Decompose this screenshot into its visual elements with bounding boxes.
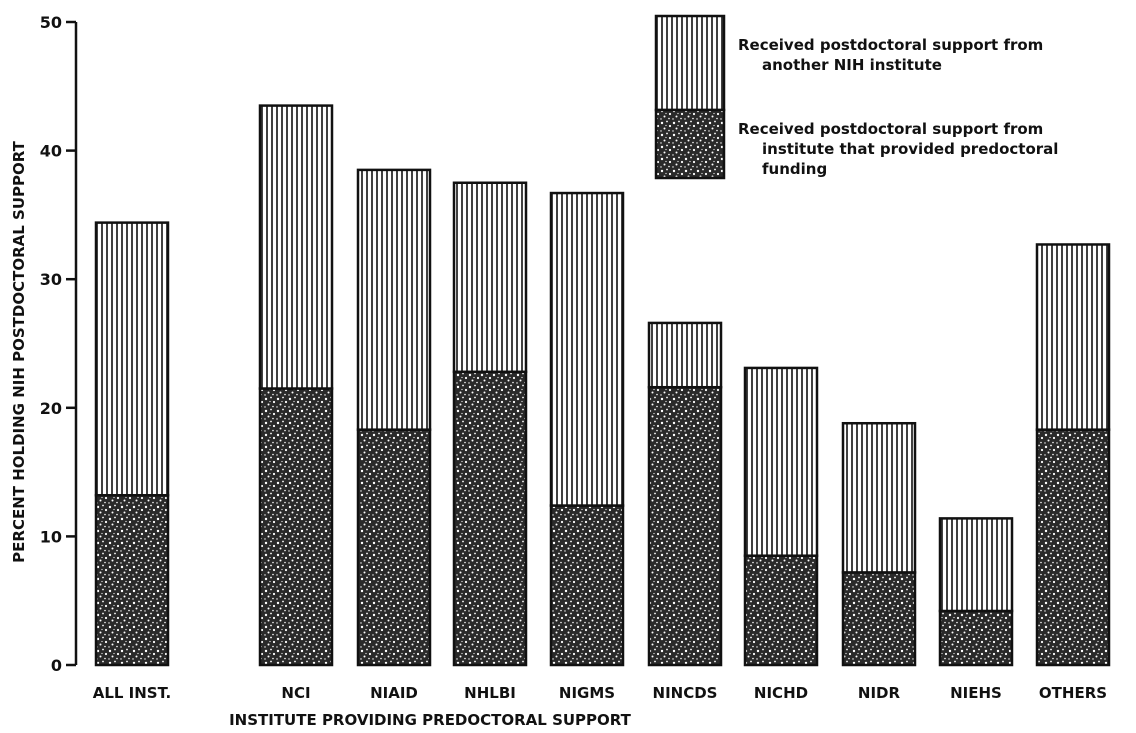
bar-segment-other-institute [841, 421, 917, 574]
legend-label-line: another NIH institute [762, 56, 942, 74]
y-tick-label: 20 [40, 399, 62, 418]
legend-swatch-same-institute [654, 108, 726, 180]
y-tick-label: 50 [40, 13, 62, 32]
bar-segment-other-institute [1035, 243, 1111, 431]
category-label: NIEHS [950, 684, 1002, 702]
category-label: OTHERS [1039, 684, 1107, 702]
bar-segment-other-institute [743, 366, 819, 557]
bar-segment-same-institute [452, 370, 528, 667]
bar-segment-other-institute [549, 191, 625, 507]
bar-segment-other-institute [94, 221, 170, 497]
bar-segment-other-institute [647, 321, 723, 389]
bar-segment-same-institute [938, 609, 1014, 667]
y-tick-label: 10 [40, 527, 62, 546]
legend-label-line: Received postdoctoral support from [738, 120, 1043, 138]
category-label: NIAID [370, 684, 418, 702]
bar-segment-same-institute [841, 571, 917, 667]
bar-segment-other-institute [452, 181, 528, 374]
category-label: NHLBI [464, 684, 516, 702]
bar-segment-same-institute [549, 504, 625, 667]
category-label: ALL INST. [93, 684, 172, 702]
bar-segment-other-institute [938, 517, 1014, 613]
bar-segment-other-institute [356, 168, 432, 431]
bar-segment-same-institute [647, 385, 723, 667]
y-tick-label: 30 [40, 270, 62, 289]
y-tick-label: 40 [40, 142, 62, 161]
bar-segment-same-institute [743, 554, 819, 667]
category-label: NCI [281, 684, 310, 702]
bar-segment-same-institute [1035, 428, 1111, 667]
x-axis-title: INSTITUTE PROVIDING PREDOCTORAL SUPPORT [229, 711, 632, 729]
y-ticks: 0 10 20 30 40 50 [40, 13, 76, 675]
bar-segment-same-institute [258, 387, 334, 667]
y-tick-label: 0 [51, 656, 62, 675]
category-labels: ALL INST. NCI NIAID NHLBI NIGMS NINCDS NICHD NI… [93, 684, 1107, 702]
category-label: NICHD [754, 684, 808, 702]
legend-label-line: Received postdoctoral support from [738, 36, 1043, 54]
category-label: NINCDS [653, 684, 718, 702]
bars [94, 104, 1111, 667]
category-label: NIGMS [559, 684, 615, 702]
legend-label-line: institute that provided predoctoral [762, 140, 1058, 158]
y-axis-title: PERCENT HOLDING NIH POSTDOCTORAL SUPPORT [10, 140, 28, 562]
bar-segment-same-institute [356, 428, 432, 667]
category-label: NIDR [858, 684, 901, 702]
bar-segment-same-institute [94, 493, 170, 667]
legend-swatch-other-institute [654, 14, 726, 112]
legend-label-line: funding [762, 160, 827, 178]
legend: Received postdoctoral support from anothe… [654, 14, 1058, 180]
bar-segment-other-institute [258, 104, 334, 390]
